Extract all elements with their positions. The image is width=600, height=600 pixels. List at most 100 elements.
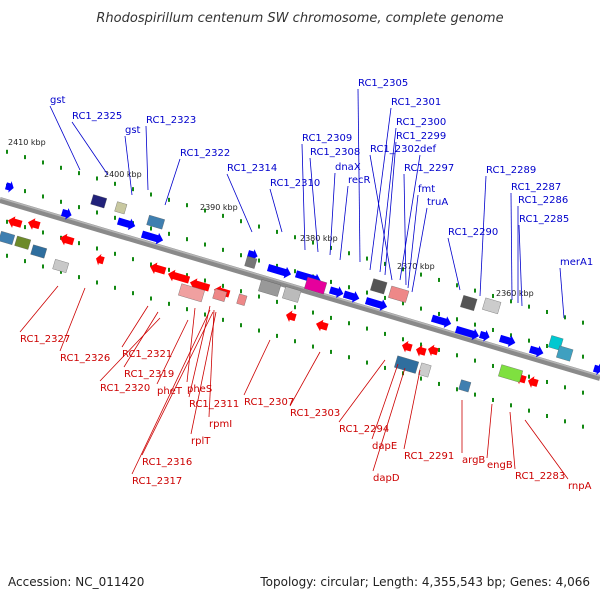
tick-mark [240,219,242,224]
tick-mark [78,241,80,246]
forward-gene-leader [71,121,109,176]
forward-gene-leader [518,224,523,307]
tick-mark [222,283,224,288]
tick-mark [438,311,440,316]
tick-mark [294,305,296,310]
forward-gene-leader [559,267,565,319]
forward-gene-arrow [60,208,72,220]
forward-gene-arrow-shape [246,249,258,261]
tick-mark [258,258,260,263]
tick-mark [384,295,386,300]
kbp-label-2390: 2390 kbp [200,203,238,212]
tick-mark [24,259,26,264]
forward-gene-label: RC1_2289 [486,165,536,176]
gene-track-box [304,276,328,295]
forward-gene-arrow [528,345,544,358]
tick-mark [546,379,548,384]
tick-mark [60,269,62,274]
tick-mark [60,165,62,170]
tick-mark [168,301,170,306]
tick-mark [240,323,242,328]
forward-gene-arrow-shape [528,345,544,358]
kbp-label-2410: 2410 kbp [8,138,46,147]
tick-mark [330,245,332,250]
tick-mark [60,199,62,204]
tick-mark [402,267,404,272]
tick-mark [348,285,350,290]
tick-mark [456,283,458,288]
chromosome-backbone [0,197,600,381]
forward-gene-arrow-shape [328,286,344,298]
reverse-gene-arrow [168,269,191,284]
gene-track-box [178,283,205,303]
tick-mark [492,363,494,368]
reverse-gene-label: RC1_2321 [122,349,172,360]
tick-mark [474,392,476,397]
forward-gene-leader [399,154,421,281]
gene-track-box [14,235,32,250]
forward-gene-leader [403,173,407,286]
gene-track-box [370,278,388,295]
forward-gene-arrow [4,181,14,193]
reverse-gene-arrow [28,218,41,230]
gene-track-box-shape [556,345,574,362]
tick-mark [24,155,26,160]
tick-mark [42,264,44,269]
gene-track-box-shape [304,276,328,295]
tick-mark [510,333,512,338]
accession-text: Accession: NC_011420 [8,575,144,589]
gene-track-box-shape [258,279,282,297]
gene-track-box-shape [418,362,432,378]
forward-gene-label: RC1_2285 [519,214,569,225]
tick-mark [456,317,458,322]
forward-gene-label: RC1_2309 [302,133,352,144]
forward-gene-arrow [266,264,292,279]
tick-mark [492,293,494,298]
tick-mark [168,231,170,236]
reverse-gene-leader [486,403,493,459]
forward-gene-leader [357,88,361,263]
tick-mark [384,365,386,370]
gene-track-box-shape [212,288,228,302]
tick-mark [258,294,260,299]
tick-mark [186,273,188,278]
reverse-gene-arrow [60,233,75,246]
tick-mark [330,315,332,320]
tick-mark [366,360,368,365]
tick-mark [456,387,458,392]
reverse-gene-leader [509,411,516,470]
tick-mark [132,291,134,296]
gene-track-box-shape [458,379,472,393]
forward-gene-leader [226,173,253,233]
forward-gene-label: gst [50,95,66,106]
reverse-gene-leader [99,317,161,382]
gene-track-box [52,259,70,273]
tick-mark [114,251,116,256]
reverse-gene-leader [156,319,189,385]
tick-mark [6,219,8,224]
tick-mark [312,310,314,315]
gene-track-box-shape [236,293,248,306]
tick-mark [294,339,296,344]
tick-mark [420,342,422,347]
tick-mark [24,189,26,194]
reverse-gene-leader [243,339,271,396]
tick-mark [132,187,134,192]
tick-mark [6,149,8,154]
gene-track-box [388,285,410,303]
tick-mark [42,230,44,235]
tick-mark [312,240,314,245]
gene-track-box-shape [370,278,388,295]
forward-gene-label: RC1_2323 [146,115,196,126]
genome-summary-text: Topology: circular; Length: 4,355,543 bp… [259,575,590,589]
gene-track-box [258,279,282,297]
tick-mark [528,338,530,343]
tick-mark [546,343,548,348]
reverse-gene-arrow-shape [190,278,211,292]
forward-gene-arrow [246,249,258,261]
forward-gene-label: RC1_2308 [310,147,360,158]
tick-mark [474,358,476,363]
forward-gene-label: RC1_2314 [227,163,277,174]
tick-mark [348,251,350,256]
